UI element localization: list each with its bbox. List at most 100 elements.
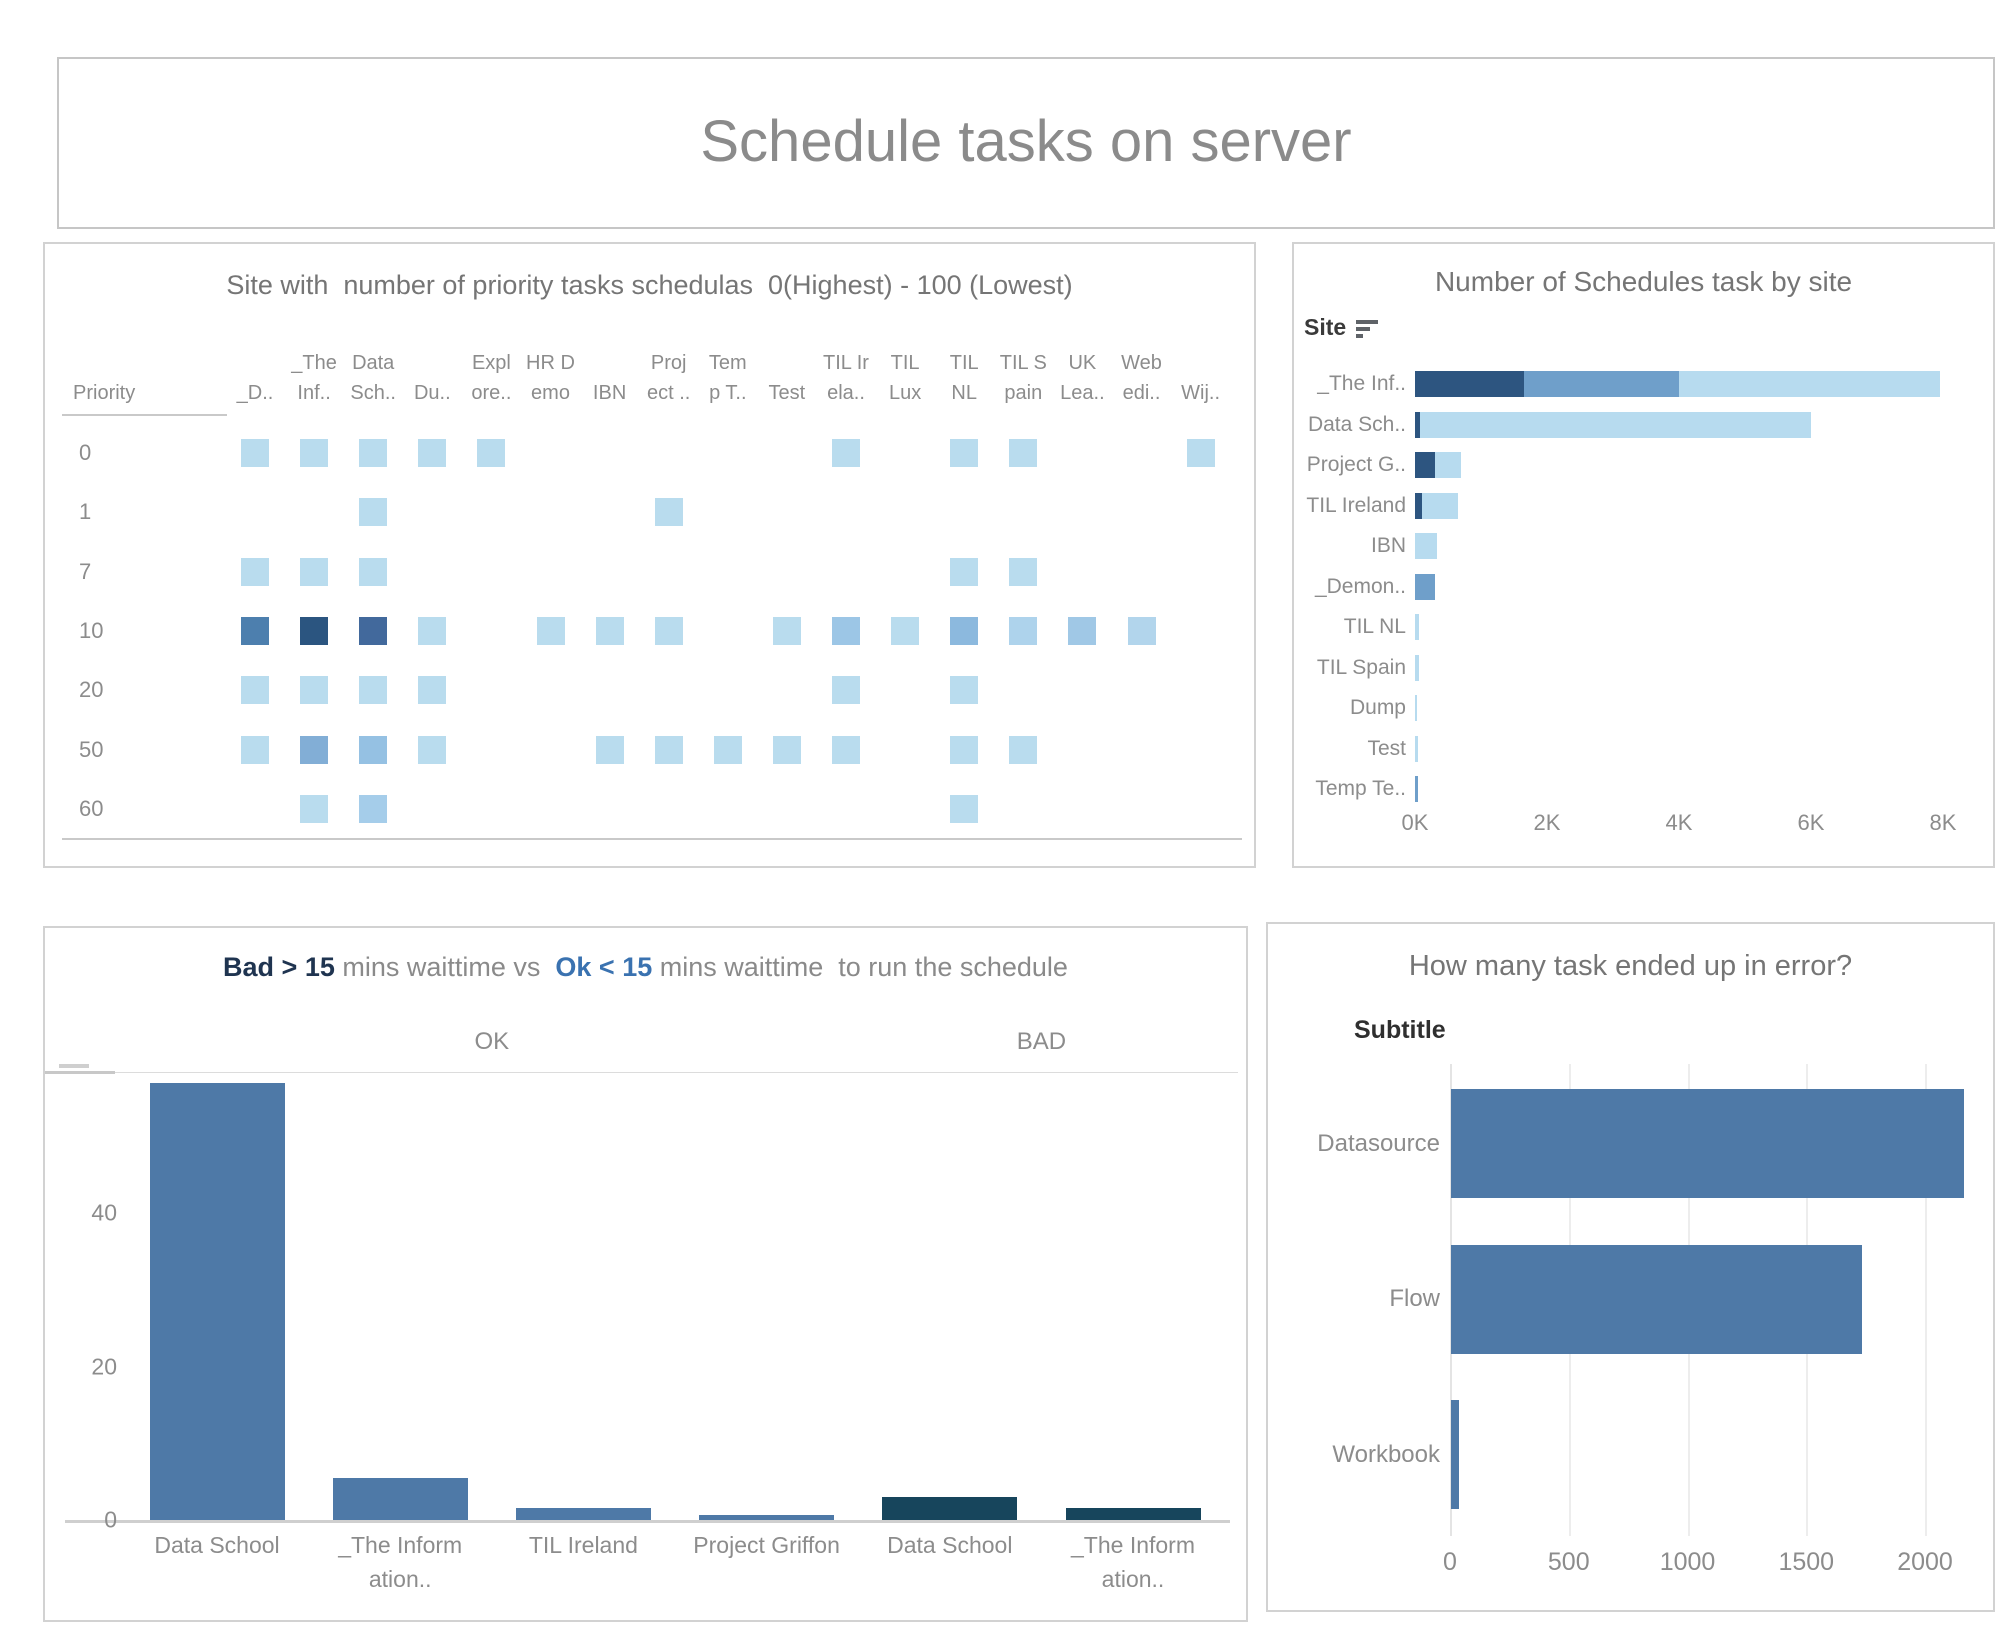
site-bar-segment-light[interactable] xyxy=(1415,614,1419,640)
errors-bar[interactable] xyxy=(1451,1244,1862,1354)
heatmap-cell[interactable] xyxy=(241,439,269,467)
heatmap-cell[interactable] xyxy=(950,794,979,823)
site-bar-segment-light[interactable] xyxy=(1415,695,1417,721)
site-bar-label: IBN xyxy=(1370,534,1406,557)
errors-bar[interactable] xyxy=(1451,1400,1460,1509)
heatmap-cell[interactable] xyxy=(359,616,388,645)
heatmap-cell[interactable] xyxy=(418,439,447,467)
heatmap-cell[interactable] xyxy=(359,676,388,705)
errors-gridline xyxy=(1925,1064,1927,1536)
waittime-bar[interactable] xyxy=(149,1082,285,1520)
site-stacked-bar[interactable] xyxy=(1415,371,1940,397)
heatmap-cell[interactable] xyxy=(772,735,801,764)
site-bar-segment-light[interactable] xyxy=(1415,654,1419,681)
site-stacked-bar[interactable] xyxy=(1415,533,1437,559)
errors-bar[interactable] xyxy=(1451,1089,1964,1198)
heatmap-cell[interactable] xyxy=(950,676,979,705)
site-stacked-bar[interactable] xyxy=(1415,452,1462,478)
site-stacked-bar[interactable] xyxy=(1415,492,1458,519)
waittime-bar[interactable] xyxy=(332,1477,468,1520)
heatmap-cell[interactable] xyxy=(241,557,269,586)
heatmap-cell[interactable] xyxy=(241,735,269,764)
site-stacked-bar[interactable] xyxy=(1415,735,1418,762)
heatmap-cell[interactable] xyxy=(477,439,506,467)
site-bar-segment-light[interactable] xyxy=(1434,452,1462,478)
waittime-bar-label: Data School xyxy=(154,1532,280,1558)
waittime-bar[interactable] xyxy=(882,1496,1018,1520)
waittime-bar[interactable] xyxy=(1065,1508,1201,1520)
heatmap-column-header: edi.. xyxy=(1122,382,1161,404)
heatmap-cell[interactable] xyxy=(359,498,388,527)
site-bar-segment-medium[interactable] xyxy=(1523,371,1679,397)
site-bar-segment-light[interactable] xyxy=(1415,735,1418,762)
heatmap-cell[interactable] xyxy=(359,557,388,586)
heatmap-cell[interactable] xyxy=(1068,616,1097,645)
heatmap-cell[interactable] xyxy=(950,439,979,467)
site-stacked-bar[interactable] xyxy=(1415,695,1417,721)
heatmap-cell[interactable] xyxy=(418,735,447,764)
heatmap-cell[interactable] xyxy=(1186,439,1215,467)
heatmap-cell[interactable] xyxy=(950,557,979,586)
site-stacked-bar[interactable] xyxy=(1415,654,1419,681)
heatmap-cell[interactable] xyxy=(832,735,860,764)
heatmap-cell[interactable] xyxy=(772,616,801,645)
waittime-bar[interactable] xyxy=(699,1514,835,1520)
heatmap-cell[interactable] xyxy=(595,616,624,645)
heatmap-cell[interactable] xyxy=(418,676,447,705)
site-bar-segment-dark[interactable] xyxy=(1415,411,1421,438)
heatmap-cell[interactable] xyxy=(241,676,269,705)
heatmap-row-label: 50 xyxy=(79,736,104,762)
heatmap-cell[interactable] xyxy=(536,616,565,645)
site-bar-label: Data Sch.. xyxy=(1307,412,1406,436)
site-bar-segment-light[interactable] xyxy=(1678,371,1940,397)
heatmap-cell[interactable] xyxy=(832,676,860,705)
heatmap-cell[interactable] xyxy=(1009,616,1038,645)
heatmap-cell[interactable] xyxy=(241,616,269,645)
site-stacked-bar[interactable] xyxy=(1415,411,1811,438)
heatmap-cell[interactable] xyxy=(359,735,388,764)
heatmap-cell[interactable] xyxy=(595,735,624,764)
heatmap-cell[interactable] xyxy=(950,616,979,645)
heatmap-cell[interactable] xyxy=(654,616,683,645)
heatmap-cell[interactable] xyxy=(359,439,388,467)
heatmap-cell[interactable] xyxy=(1009,735,1038,764)
heatmap-cell[interactable] xyxy=(713,735,742,764)
heatmap-cell[interactable] xyxy=(1009,439,1038,467)
site-bar-segment-light[interactable] xyxy=(1420,411,1811,438)
errors-bar-label: Workbook xyxy=(1332,1440,1440,1468)
heatmap-cell[interactable] xyxy=(300,616,329,645)
heatmap-cell[interactable] xyxy=(950,735,979,764)
site-bar-segment-dark[interactable] xyxy=(1415,371,1524,397)
heatmap-cell[interactable] xyxy=(654,735,683,764)
waittime-y-tick: 40 xyxy=(91,1199,117,1226)
heatmap-cell[interactable] xyxy=(1009,557,1038,586)
waittime-bar[interactable] xyxy=(515,1507,651,1520)
heatmap-cell[interactable] xyxy=(891,616,920,645)
site-bar-label: Project G.. xyxy=(1306,453,1406,476)
site-bar-segment-medium[interactable] xyxy=(1415,573,1435,600)
heatmap-cell[interactable] xyxy=(1127,616,1156,645)
site-bar-segment-dark[interactable] xyxy=(1415,492,1422,519)
site-bar-segment-medium[interactable] xyxy=(1415,776,1418,802)
waittime-header-rule xyxy=(53,1072,1238,1073)
heatmap-cell[interactable] xyxy=(654,498,683,527)
sort-descending-icon[interactable] xyxy=(1356,319,1379,338)
site-bar-segment-light[interactable] xyxy=(1415,533,1437,559)
site-stacked-bar[interactable] xyxy=(1415,614,1419,640)
heatmap-cell[interactable] xyxy=(418,616,447,645)
heatmap-cell[interactable] xyxy=(832,439,860,467)
heatmap-cell[interactable] xyxy=(300,557,329,586)
heatmap-cell[interactable] xyxy=(359,794,388,823)
heatmap-cell[interactable] xyxy=(300,676,329,705)
heatmap-cell[interactable] xyxy=(300,794,329,823)
site-bar-segment-dark[interactable] xyxy=(1415,452,1435,478)
heatmap-cell[interactable] xyxy=(300,735,329,764)
heatmap-cell[interactable] xyxy=(832,616,860,645)
heatmap-cell[interactable] xyxy=(300,439,329,467)
site-stacked-bar[interactable] xyxy=(1415,573,1435,600)
heatmap-row-label: 7 xyxy=(79,558,92,584)
site-stacked-bar[interactable] xyxy=(1415,776,1418,802)
heatmap-column-header-top: Data xyxy=(352,352,395,374)
site-bar-segment-light[interactable] xyxy=(1421,492,1458,519)
